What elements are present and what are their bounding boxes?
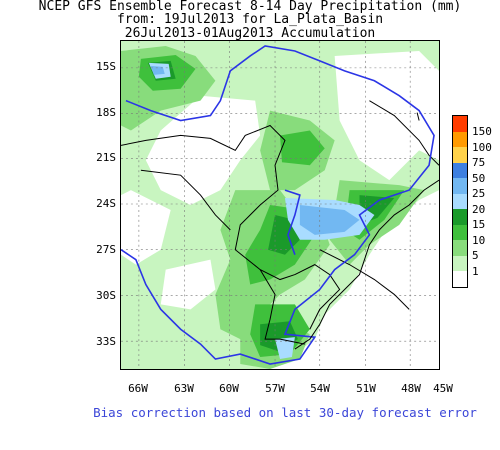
legend-label: 100 [472, 141, 492, 154]
color-legend [452, 115, 468, 288]
lat-label: 33S [96, 335, 116, 348]
lat-label: 27S [96, 243, 116, 256]
lat-label: 24S [96, 197, 116, 210]
lon-label: 45W [433, 382, 453, 395]
legend-label: 50 [472, 172, 486, 185]
lon-label: 51W [356, 382, 376, 395]
lon-label: 54W [310, 382, 330, 395]
country-borders [121, 100, 439, 345]
legend-swatch [452, 209, 468, 225]
legend-swatch [452, 271, 468, 287]
lon-label: 48W [401, 382, 421, 395]
legend-swatch [452, 178, 468, 194]
legend-label: 20 [472, 203, 486, 216]
legend-swatch [452, 162, 468, 178]
grid-lines [121, 41, 439, 369]
lon-label: 63W [174, 382, 194, 395]
lat-label: 30S [96, 289, 116, 302]
precip-field [121, 41, 439, 369]
lon-label: 60W [219, 382, 239, 395]
lat-label: 21S [96, 151, 116, 164]
legend-label: 5 [472, 249, 479, 262]
legend-label: 10 [472, 234, 486, 247]
legend-label: 15 [472, 218, 486, 231]
legend-swatch [452, 240, 468, 256]
chart-subtitle-forecast-date: from: 19Jul2013 for La_Plata_Basin [116, 12, 384, 27]
legend-swatch [452, 116, 468, 132]
legend-label: 75 [472, 156, 486, 169]
basin-boundary [121, 45, 435, 365]
coastline [294, 112, 439, 350]
legend-swatch [452, 224, 468, 240]
legend-label: 25 [472, 187, 486, 200]
chart-subtitle-period: 26Jul2013-01Aug2013 Accumulation [124, 26, 376, 41]
legend-swatch [452, 131, 468, 147]
legend-swatch [452, 193, 468, 209]
lat-label: 15S [96, 60, 116, 73]
chart-title: NCEP GFS Ensemble Forecast 8-14 Day Prec… [38, 0, 462, 14]
legend-label: 1 [472, 265, 479, 278]
legend-swatch [452, 147, 468, 163]
lat-label: 18S [96, 106, 116, 119]
legend-label: 150 [472, 125, 492, 138]
legend-swatch [452, 255, 468, 271]
lon-label: 66W [128, 382, 148, 395]
bias-correction-note: Bias correction based on last 30-day for… [93, 405, 477, 420]
precipitation-map [120, 40, 440, 370]
lon-label: 57W [265, 382, 285, 395]
